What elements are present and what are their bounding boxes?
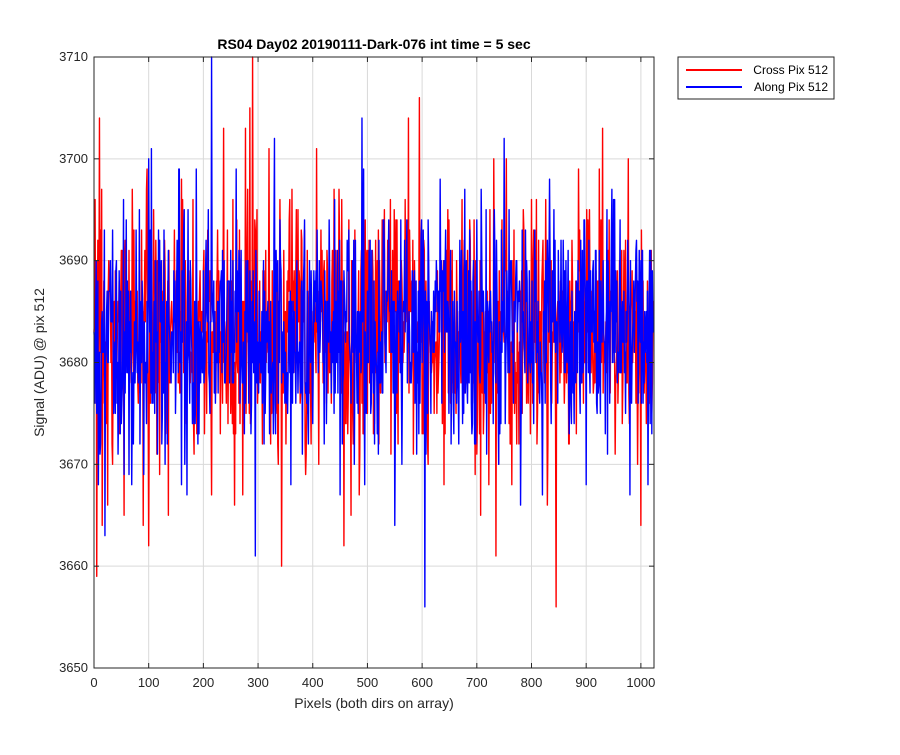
legend-box: [677, 56, 835, 100]
y-tick-label: 3690: [59, 253, 88, 268]
x-tick-label: 100: [138, 675, 160, 690]
y-tick-label: 3650: [59, 660, 88, 675]
ticks: 0 100 200 300 400 500 600 700 800 900 1000 3650 3660…: [59, 49, 655, 690]
x-tick-label: 400: [302, 675, 324, 690]
chart-title: RS04 Day02 20190111-Dark-076 int time = …: [217, 36, 530, 52]
series-group: [93, 56, 655, 608]
x-tick-label: 900: [575, 675, 597, 690]
y-tick-label: 3710: [59, 49, 88, 64]
x-axis-label: Pixels (both dirs on array): [294, 695, 454, 711]
legend-label-along-pix: Along Pix 512: [754, 80, 828, 94]
x-tick-label: 1000: [626, 675, 655, 690]
x-tick-label: 0: [90, 675, 97, 690]
x-tick-label: 300: [247, 675, 269, 690]
series-line-along-pix: [93, 56, 654, 608]
y-tick-label: 3670: [59, 456, 88, 471]
legend-label-cross-pix: Cross Pix 512: [753, 63, 828, 77]
x-tick-label: 500: [357, 675, 379, 690]
y-tick-label: 3700: [59, 151, 88, 166]
y-axis-label: Signal (ADU) @ pix 512: [31, 288, 47, 437]
y-tick-label: 3680: [59, 355, 88, 370]
x-tick-label: 700: [466, 675, 488, 690]
x-tick-label: 800: [521, 675, 543, 690]
legend: Cross Pix 512 Along Pix 512: [677, 56, 835, 100]
x-tick-label: 600: [411, 675, 433, 690]
y-tick-label: 3660: [59, 558, 88, 573]
x-tick-label: 200: [193, 675, 215, 690]
